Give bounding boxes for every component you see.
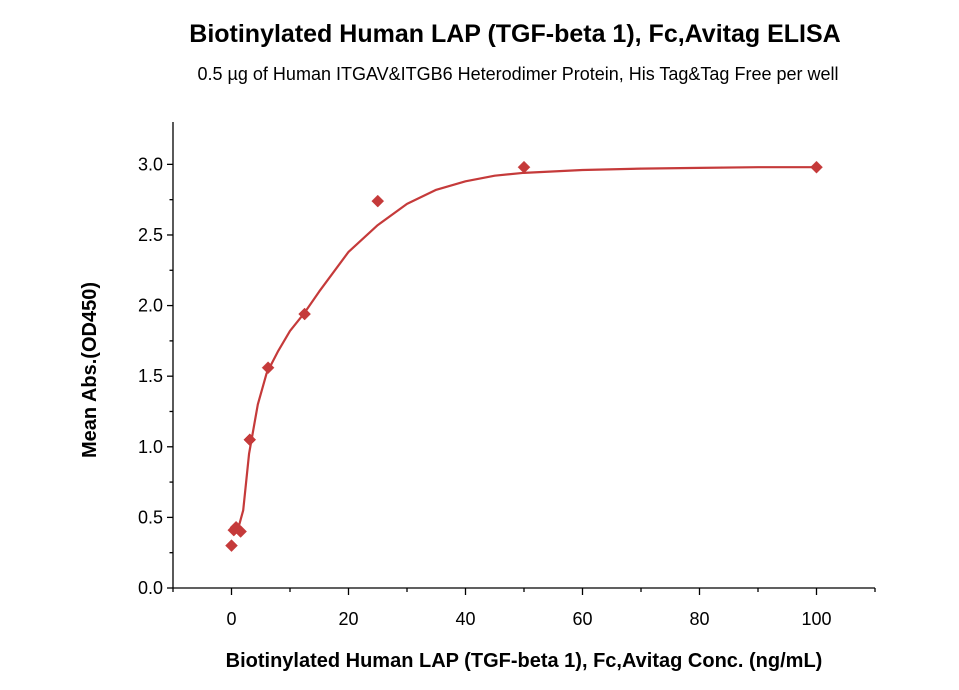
data-point bbox=[371, 194, 385, 208]
x-tick-label: 100 bbox=[801, 609, 831, 629]
data-point bbox=[810, 160, 823, 174]
y-tick-label: 0.0 bbox=[138, 578, 163, 598]
chart-title: Biotinylated Human LAP (TGF-beta 1), Fc,… bbox=[189, 20, 840, 48]
data-point bbox=[243, 433, 257, 447]
y-tick-label: 2.5 bbox=[138, 225, 163, 245]
chart-subtitle: 0.5 µg of Human ITGAV&ITGB6 Heterodimer … bbox=[198, 64, 839, 84]
data-point bbox=[298, 307, 311, 321]
axes-layer: 0.0 0.5 1.0 1.5 2.0 2.5 3.0 0 20 40 60 80 100 bbox=[138, 122, 876, 629]
x-axis-label: Biotinylated Human LAP (TGF-beta 1), Fc,… bbox=[226, 650, 823, 672]
y-tick-label: 1.0 bbox=[138, 437, 163, 457]
y-tick-label: 2.0 bbox=[138, 296, 163, 316]
y-tick-label: 1.5 bbox=[138, 366, 163, 386]
fit-curve-layer bbox=[236, 166, 817, 532]
x-tick-label: 20 bbox=[338, 609, 358, 629]
y-tick-label: 0.5 bbox=[138, 507, 163, 527]
x-tick-label: 0 bbox=[226, 609, 236, 629]
data-point bbox=[261, 361, 275, 375]
data-point bbox=[234, 525, 247, 538]
x-tick-label: 40 bbox=[455, 609, 475, 629]
x-tick-label: 60 bbox=[572, 609, 592, 629]
fit-curve-line bbox=[236, 166, 817, 532]
y-tick-label: 3.0 bbox=[138, 154, 163, 174]
y-axis-label: Mean Abs.(OD450) bbox=[79, 282, 101, 458]
data-points-layer bbox=[225, 160, 823, 552]
data-point bbox=[225, 539, 238, 552]
x-tick-label: 80 bbox=[689, 609, 709, 629]
data-point bbox=[517, 160, 531, 174]
